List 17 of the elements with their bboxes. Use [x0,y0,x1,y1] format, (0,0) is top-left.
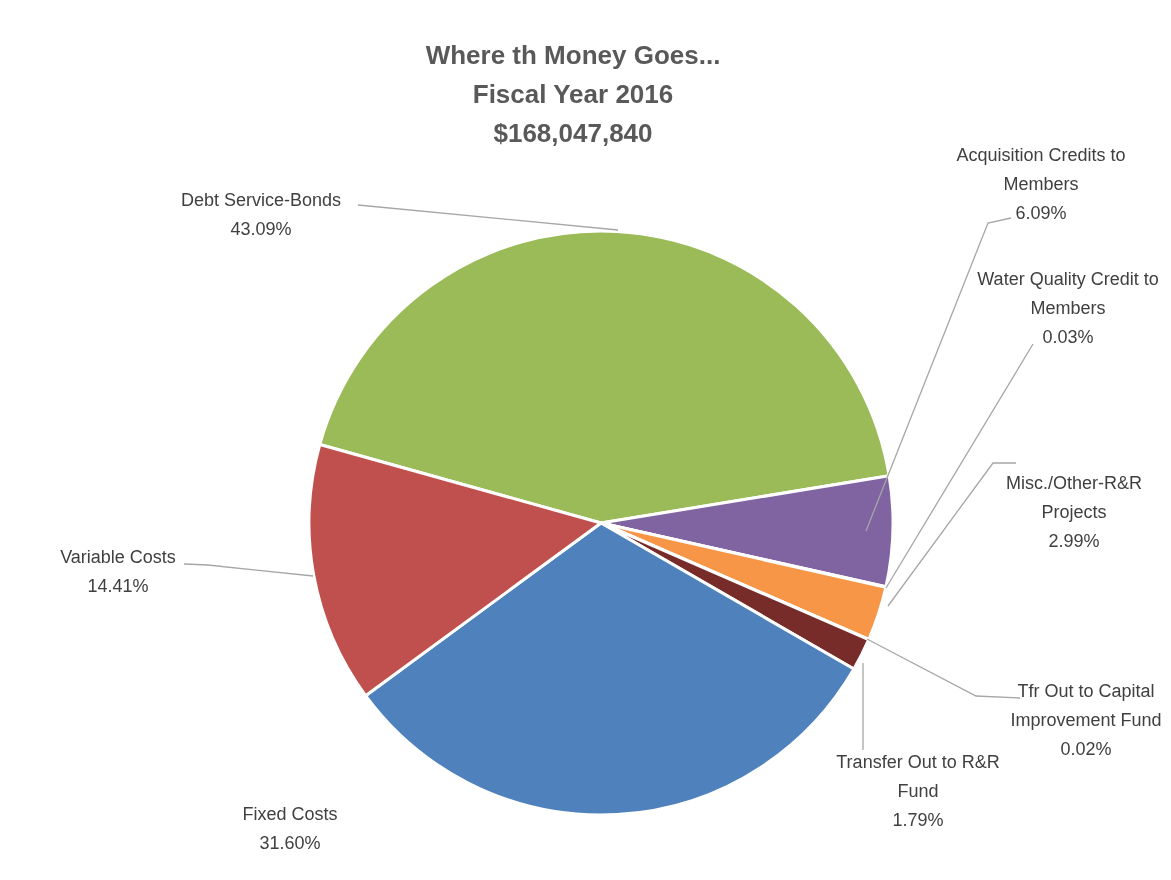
slice-label: Tfr Out to Capital Improvement Fund [1010,681,1162,731]
slice-label: Fixed Costs [242,804,338,825]
data-label: 0.03% [1042,327,1094,348]
data-label: 0.02% [1060,739,1112,760]
slice-label: Water Quality Credit to Members [977,269,1159,319]
slice-label: Misc./Other-R&R Projects [1005,473,1143,523]
data-label: 6.09% [1015,203,1067,224]
data-label: 2.99% [1048,531,1100,552]
chart-title: Where th Money Goes... Fiscal Year 2016 $168,047,840 [425,40,721,149]
slice-label: Acquisition Credits to Members [956,145,1126,195]
data-label: 43.09% [230,219,292,240]
slice-label: Variable Costs [60,547,176,568]
data-label: 1.79% [892,810,944,831]
slice-label: Transfer Out to R&R Fund [836,752,1000,802]
slice-label: Debt Service-Bonds [180,190,342,211]
data-label: 31.60% [259,833,321,854]
data-label: 14.41% [87,576,149,597]
